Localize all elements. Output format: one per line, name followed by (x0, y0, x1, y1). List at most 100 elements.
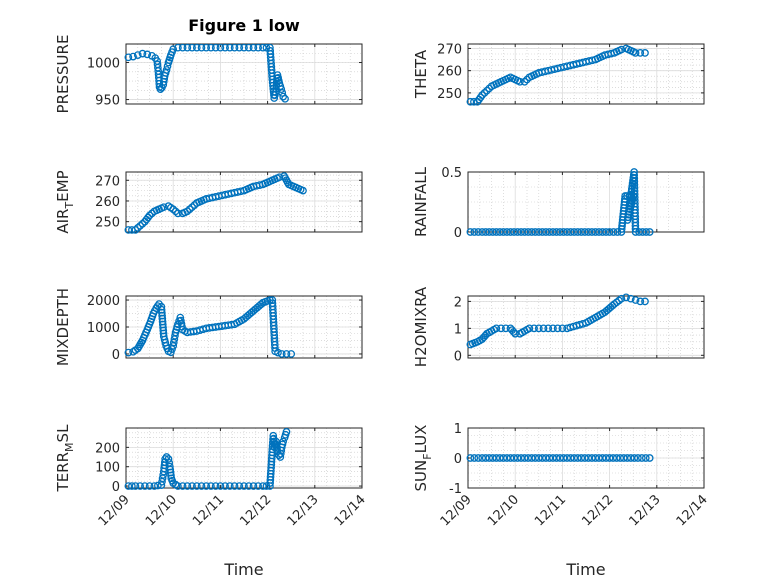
pressure-data-point (278, 89, 287, 97)
terr-msl-data-point (197, 482, 206, 490)
sun-flux-data-point (602, 454, 610, 462)
h2omixra-data-point (511, 329, 520, 338)
sun-flux-xtick-label: 12/09 (438, 492, 475, 529)
pressure-data-point (129, 52, 137, 61)
h2omixra-data-point (530, 324, 538, 333)
rainfall-data-point (605, 228, 614, 236)
terr-msl-xtick-label: 12/14 (332, 492, 369, 529)
sun-flux-data-point (595, 454, 603, 462)
theta-ylabel: THETA (412, 49, 430, 99)
terr-msl-data-point (202, 482, 211, 490)
rainfall-data-point (506, 228, 515, 236)
terr-msl-data-point (164, 455, 173, 463)
pressure-data-point (240, 43, 248, 52)
sun-flux-data-point (573, 454, 582, 462)
rainfall-data-point (566, 228, 575, 236)
air-temp-data-point (185, 205, 194, 214)
terr-msl-ylabel: TERRMSL (54, 424, 76, 493)
pressure-data-point (235, 43, 244, 52)
rainfall-data-point (638, 228, 647, 236)
sun-flux-data-point (570, 454, 579, 462)
rainfall-data-point (534, 228, 543, 236)
pressure-data-point (221, 43, 229, 52)
sun-flux-data-point (549, 454, 557, 462)
sun-flux-data-point (542, 454, 550, 462)
sun-flux-data-point (641, 454, 650, 462)
pressure-data-point (207, 43, 215, 52)
sun-flux-data-point (485, 454, 494, 462)
air-temp-data-point (138, 219, 147, 228)
sun-flux-data-point (470, 454, 479, 462)
mixdepth-ytick-label: 1000 (87, 321, 120, 336)
rainfall-data-point (584, 228, 593, 236)
pressure-data-point (162, 66, 171, 74)
h2omixra-data-point (631, 296, 640, 304)
theta-data-point (617, 45, 626, 54)
rainfall-data-point (624, 213, 632, 222)
rainfall-data-point (478, 228, 487, 236)
h2omixra-data-point (641, 297, 649, 306)
air-temp-ytick-label: 270 (95, 174, 120, 189)
pressure-data-point (225, 43, 234, 52)
sun-flux-data-point (545, 454, 554, 462)
mixdepth-data-point (282, 350, 291, 358)
terr-msl-data-point (207, 482, 215, 490)
theta-axes-frame (467, 43, 705, 105)
theta-data-point (636, 49, 645, 57)
sun-flux-data-point (488, 454, 497, 462)
sun-flux-data-point (612, 454, 621, 462)
air-temp-ylabel: AIRTEMP (54, 170, 76, 233)
h2omixra-ytick-label: 2 (454, 295, 462, 310)
h2omixra-axes-frame (467, 295, 705, 359)
h2omixra-data-point (636, 297, 645, 306)
rainfall-data-point (510, 228, 518, 236)
h2omixra-data-point (553, 324, 562, 333)
rainfall-data-point (517, 228, 525, 236)
rainfall-data-point (549, 228, 557, 236)
pressure-data-point (230, 43, 239, 52)
sun-flux-data-point (481, 454, 490, 462)
rainfall-data-point (635, 228, 643, 236)
rainfall-data-point (474, 228, 483, 236)
rainfall-data-point (496, 228, 504, 236)
terr-msl-data-point (240, 482, 248, 490)
rainfall-data-point (595, 228, 603, 236)
sun-flux-data-point (619, 454, 628, 462)
terr-msl-data-point (183, 482, 192, 490)
sun-flux-data-point (634, 454, 642, 462)
sun-flux-data-point (552, 454, 561, 462)
terr-msl-data-point (216, 482, 225, 490)
air-temp-data-point (159, 203, 168, 212)
terr-msl-data-point (221, 482, 229, 490)
pressure-data-point (281, 94, 289, 103)
terr-msl-data-point (136, 482, 145, 490)
terr-msl-data-point (259, 482, 267, 490)
sun-flux-data-point (499, 454, 508, 462)
sun-flux-data-point (510, 454, 518, 462)
pressure-data-point (254, 43, 263, 52)
pressure-data-point (124, 53, 133, 62)
sun-flux-xlabel: Time (565, 560, 605, 579)
pressure-data-point (133, 51, 142, 59)
rainfall-data-point (556, 228, 564, 236)
sun-flux-ytick-label: 0 (454, 452, 462, 467)
rainfall-data-point (492, 228, 501, 236)
sun-flux-data-point (616, 454, 625, 462)
h2omixra-data-point (626, 294, 635, 303)
terr-msl-xtick-label: 12/11 (190, 492, 227, 529)
theta-data-point (478, 91, 487, 99)
rainfall-data-point (573, 228, 582, 236)
sun-flux-data-point (556, 454, 564, 462)
sun-flux-data-point (638, 454, 646, 462)
terr-msl-data-point (150, 482, 159, 490)
terr-msl-ytick-label: 200 (95, 441, 120, 456)
pressure-data-point (178, 43, 187, 52)
rainfall-data-point (527, 228, 536, 236)
theta-ytick-label: 260 (437, 65, 462, 80)
air-temp-data-point (183, 207, 192, 216)
terr-msl-data-point (145, 482, 154, 490)
pressure-data-point (279, 92, 288, 101)
pressure-data-point (183, 43, 192, 52)
rainfall-ytick-label: 0 (454, 226, 462, 241)
sun-flux-data-point (531, 454, 540, 462)
